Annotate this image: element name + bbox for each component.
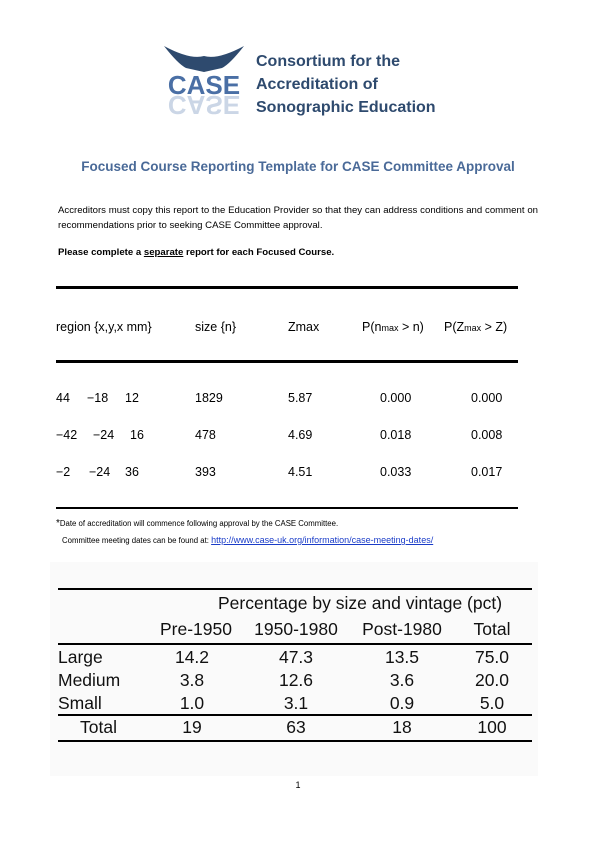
meeting-dates-link[interactable]: http://www.case-uk.org/information/case-… <box>211 535 434 545</box>
org-name: Consortium for the Accreditation of Sono… <box>256 50 436 119</box>
column-header: 1950-1980 <box>254 619 338 639</box>
cell-size: 478 <box>195 428 216 442</box>
total-cell: 18 <box>392 717 412 737</box>
cell-pn: 0.018 <box>380 428 412 442</box>
cell-pn: 0.033 <box>380 465 412 479</box>
size-vintage-table: Percentage by size and vintage (pct) Pre… <box>50 562 538 776</box>
table-cell: 3.1 <box>283 693 309 713</box>
org-name-line: Accreditation of <box>256 76 378 93</box>
table-bottom-rule <box>58 740 532 742</box>
table-header-rule <box>56 360 518 363</box>
instruction-text: Please complete a separate report for ea… <box>58 247 334 258</box>
instruction-before: Please complete a <box>58 247 144 258</box>
table-cell: 5.0 <box>479 693 505 713</box>
instruction-underlined: separate <box>143 247 184 258</box>
document-title: Focused Course Reporting Template for CA… <box>81 159 515 174</box>
case-logo-mark: CASE CASE <box>164 46 244 120</box>
cell-pz: 0.000 <box>471 391 503 405</box>
table-cell: 20.0 <box>474 670 510 690</box>
column-header: Total <box>473 619 511 639</box>
table-cell: 75.0 <box>474 647 510 667</box>
org-name-line: Consortium for the <box>256 53 400 70</box>
svg-text:CASE: CASE <box>168 90 240 120</box>
table-top-rule <box>56 286 518 289</box>
header-region: region {x,y,x mm} <box>56 320 152 334</box>
table-cell: 3.8 <box>179 670 205 690</box>
cell-y: −18 <box>87 391 109 405</box>
table-cell: 12.6 <box>278 670 314 690</box>
page-number: 1 <box>295 780 301 790</box>
header-p-z: P(Zmax > Z) <box>444 320 508 334</box>
cell-zmax: 5.87 <box>288 391 313 405</box>
cell-zmax: 4.69 <box>288 428 313 442</box>
cell-z: 12 <box>125 391 139 405</box>
cell-x: −42 <box>56 428 78 442</box>
row-label: Medium <box>58 670 121 690</box>
cell-pz: 0.017 <box>471 465 503 479</box>
cell-pn: 0.000 <box>380 391 412 405</box>
total-cell: 63 <box>286 717 306 737</box>
header-p-n: P(nmax > n) <box>362 320 424 334</box>
cell-z: 16 <box>130 428 144 442</box>
header-size: size {n} <box>195 320 237 334</box>
org-name-line: Sonographic Education <box>256 99 436 116</box>
footnote: *Date of accreditation will commence fol… <box>56 516 433 549</box>
span-header: Percentage by size and vintage (pct) <box>218 593 503 613</box>
cell-pz: 0.008 <box>471 428 503 442</box>
table-header-rule <box>58 643 532 645</box>
table-cell: 14.2 <box>174 647 210 667</box>
cell-x: 44 <box>56 391 70 405</box>
footnote-line-1: *Date of accreditation will commence fol… <box>56 518 339 529</box>
header-zmax: Zmax <box>288 320 320 334</box>
table-top-rule <box>58 588 532 590</box>
svg-text:CASE: CASE <box>168 70 240 100</box>
table-bottom-rule <box>56 507 518 509</box>
table-total-rule <box>58 714 532 716</box>
row-label: Large <box>58 647 103 667</box>
cell-x: −2 <box>56 465 71 479</box>
cell-size: 393 <box>195 465 216 479</box>
table-cell: 13.5 <box>384 647 420 667</box>
footnote-line-2: Committee meeting dates can be found at:… <box>62 535 434 545</box>
table-cell: 3.6 <box>389 670 415 690</box>
instruction-after: report for each Focused Course. <box>183 247 335 258</box>
table-cell: 0.9 <box>389 693 415 713</box>
row-label: Small <box>58 693 102 713</box>
table-cell: 47.3 <box>278 647 314 667</box>
cell-z: 36 <box>125 465 139 479</box>
case-logo: CASE CASE Consortium for the Accreditati… <box>160 42 440 142</box>
total-cell: 19 <box>182 717 202 737</box>
column-header: Post-1980 <box>362 619 442 639</box>
cell-size: 1829 <box>195 391 223 405</box>
region-stats-table: region {x,y,x mm} size {n} Zmax P(nmax >… <box>56 286 518 510</box>
cell-zmax: 4.51 <box>288 465 313 479</box>
total-label: Total <box>80 717 117 737</box>
total-cell: 100 <box>477 717 507 737</box>
column-header: Pre-1950 <box>160 619 232 639</box>
cell-y: −24 <box>89 465 111 479</box>
cell-y: −24 <box>93 428 115 442</box>
intro-paragraph: Accreditors must copy this report to the… <box>58 205 538 231</box>
table-cell: 1.0 <box>179 693 205 713</box>
